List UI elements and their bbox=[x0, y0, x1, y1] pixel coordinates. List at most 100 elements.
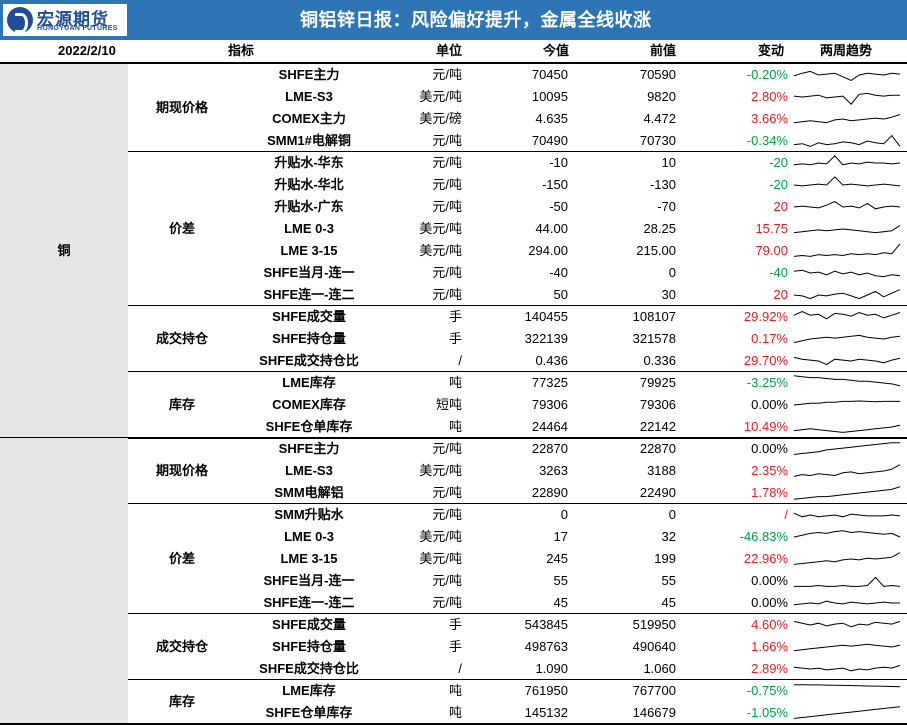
indicator-name: COMEX主力 bbox=[272, 111, 346, 126]
indicator-name: SHFE仓单库存 bbox=[265, 705, 353, 720]
table-row: SMM电解铝 元/吨 22890 22490 1.78% bbox=[0, 482, 907, 504]
current-value: 24464 bbox=[531, 419, 568, 434]
unit-value: 元/吨 bbox=[432, 199, 462, 214]
unit-value: 手 bbox=[448, 309, 462, 324]
current-value: 294.00 bbox=[528, 243, 568, 258]
group-divider bbox=[128, 503, 907, 504]
group-divider bbox=[128, 305, 907, 306]
table-row: 升贴水-华北 元/吨 -150 -130 -20 bbox=[0, 174, 907, 196]
current-value: 498763 bbox=[524, 639, 568, 654]
previous-value: 1.060 bbox=[643, 661, 676, 676]
table-row: SHFE成交持仓比 / 1.090 1.060 2.89% bbox=[0, 658, 907, 680]
change-value: 2.89% bbox=[751, 661, 788, 676]
previous-value: 199 bbox=[654, 551, 676, 566]
unit-value: 元/吨 bbox=[432, 441, 462, 456]
previous-value: 9820 bbox=[647, 89, 676, 104]
change-value: 29.70% bbox=[743, 353, 788, 368]
table-row: SHFE仓单库存 吨 145132 146679 -1.05% bbox=[0, 702, 907, 724]
trend-sparkline bbox=[792, 394, 904, 416]
table-row: LME-S3 美元/吨 10095 9820 2.80% bbox=[0, 86, 907, 108]
trend-sparkline bbox=[792, 152, 904, 174]
sparkline-path bbox=[793, 269, 901, 278]
unit-value: 元/吨 bbox=[432, 177, 462, 192]
group-divider bbox=[128, 679, 907, 680]
date-label: 2022/2/10 bbox=[58, 43, 116, 58]
indicator-name: LME-S3 bbox=[285, 89, 333, 104]
trend-sparkline bbox=[792, 614, 904, 636]
logo-subtext: HONGYUAN FUTURES bbox=[37, 25, 118, 32]
trend-header: 两周趋势 bbox=[820, 43, 873, 58]
indicator-name: SHFE成交持仓比 bbox=[259, 661, 359, 676]
table-row: SHFE当月-连一 元/吨 55 55 0.00% bbox=[0, 570, 907, 592]
sparkline-path bbox=[793, 356, 901, 366]
table-row: SHFE当月-连一 元/吨 -40 0 -40 bbox=[0, 262, 907, 284]
unit-value: / bbox=[458, 353, 462, 368]
unit-value: 手 bbox=[448, 639, 462, 654]
table-row: 升贴水-华东 元/吨 -10 10 -20 bbox=[0, 152, 907, 174]
metal-column-bg bbox=[0, 64, 128, 438]
previous-value: 0.336 bbox=[643, 353, 676, 368]
change-value: -20 bbox=[769, 177, 788, 192]
trend-sparkline bbox=[792, 196, 904, 218]
current-value: 45 bbox=[553, 595, 568, 610]
table-row: LME库存 吨 77325 79925 -3.25% bbox=[0, 372, 907, 394]
trend-sparkline bbox=[792, 130, 904, 152]
sparkline-path bbox=[793, 464, 901, 477]
category-label: 成交持仓 bbox=[155, 639, 208, 654]
unit-value: 美元/吨 bbox=[419, 221, 462, 236]
change-value: 2.80% bbox=[751, 89, 788, 104]
previous-value: -130 bbox=[649, 177, 676, 192]
sparkline-path bbox=[793, 311, 901, 320]
indicator-name: SHFE持仓量 bbox=[272, 639, 346, 654]
table-row: SHFE连一-连二 元/吨 50 30 20 bbox=[0, 284, 907, 306]
previous-value: 0 bbox=[668, 507, 676, 522]
indicator-header: 指标 bbox=[228, 43, 255, 58]
sparkline-path bbox=[793, 552, 901, 565]
change-value: -1.05% bbox=[746, 705, 788, 720]
table-row: LME 3-15 美元/吨 294.00 215.00 79.00 bbox=[0, 240, 907, 262]
change-value: 20 bbox=[773, 199, 788, 214]
indicator-name: LME 3-15 bbox=[280, 243, 338, 258]
change-header: 变动 bbox=[758, 43, 785, 58]
indicator-name: SMM升贴水 bbox=[274, 507, 344, 522]
change-value: -46.83% bbox=[739, 529, 788, 544]
indicator-name: SHFE主力 bbox=[278, 441, 340, 456]
previous-value: 321578 bbox=[632, 331, 676, 346]
unit-value: 元/吨 bbox=[432, 133, 462, 148]
unit-header: 单位 bbox=[436, 43, 463, 58]
change-value: 29.92% bbox=[743, 309, 788, 324]
indicator-name: LME-S3 bbox=[285, 463, 333, 478]
section-divider bbox=[0, 437, 907, 439]
indicator-name: SHFE持仓量 bbox=[272, 331, 346, 346]
previous-value: 70730 bbox=[639, 133, 676, 148]
category-label: 价差 bbox=[168, 221, 195, 236]
current-value: 10095 bbox=[531, 89, 568, 104]
trend-sparkline bbox=[792, 680, 904, 702]
current-value: 4.635 bbox=[535, 111, 568, 126]
change-value: -20 bbox=[769, 155, 788, 170]
change-value: -0.34% bbox=[746, 133, 788, 148]
previous-value: 490640 bbox=[632, 639, 676, 654]
metal-column-bg bbox=[0, 438, 128, 724]
trend-sparkline bbox=[792, 306, 904, 328]
sparkline-path bbox=[793, 600, 900, 606]
change-value: 4.60% bbox=[751, 617, 788, 632]
sparkline-path bbox=[794, 684, 901, 688]
current-value: 17 bbox=[553, 529, 568, 544]
group-divider bbox=[128, 613, 907, 614]
indicator-name: LME 0-3 bbox=[284, 221, 334, 236]
report-header: 宏源期货 HONGYUAN FUTURES 铜铝锌日报：风险偏好提升，金属全线收… bbox=[0, 0, 907, 40]
indicator-name: LME 3-15 bbox=[280, 551, 338, 566]
current-value: 0 bbox=[560, 507, 568, 522]
indicator-name: SMM1#电解铜 bbox=[267, 133, 351, 148]
current-value: 22870 bbox=[531, 441, 568, 456]
unit-value: 元/吨 bbox=[432, 67, 462, 82]
current-value: 0.436 bbox=[535, 353, 568, 368]
current-value: 761950 bbox=[524, 683, 568, 698]
current-value: 245 bbox=[546, 551, 568, 566]
unit-value: 元/吨 bbox=[432, 573, 462, 588]
trend-sparkline bbox=[792, 350, 904, 372]
sparkline-path bbox=[793, 486, 901, 500]
table-row: SHFE仓单库存 吨 24464 22142 10.49% bbox=[0, 416, 907, 438]
change-value: 22.96% bbox=[743, 551, 788, 566]
